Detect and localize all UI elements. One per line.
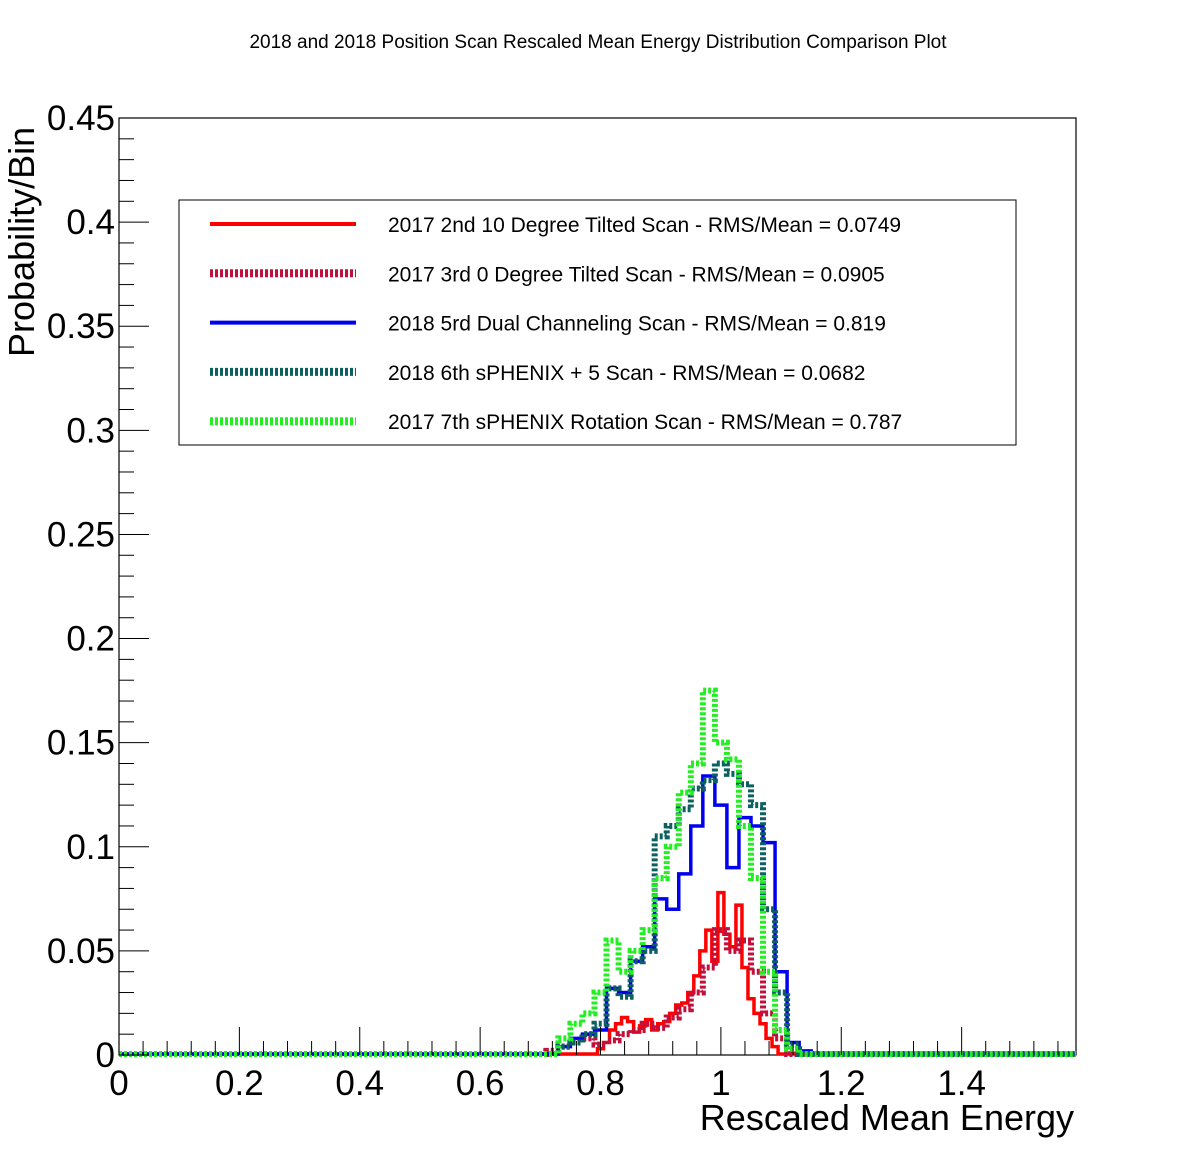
x-tick-label: 0.2 <box>215 1064 264 1103</box>
y-tick-label: 0.25 <box>47 515 115 554</box>
legend-label: 2017 7th sPHENIX Rotation Scan - RMS/Mea… <box>388 411 902 434</box>
x-axis-title: Rescaled Mean Energy <box>700 1097 1074 1138</box>
chart-title: 2018 and 2018 Position Scan Rescaled Mea… <box>249 32 947 53</box>
y-tick-label: 0 <box>96 1036 115 1075</box>
series-line-1 <box>119 890 1076 1056</box>
y-tick-label: 0.3 <box>66 411 115 450</box>
legend-label: 2017 3rd 0 Degree Tilted Scan - RMS/Mean… <box>388 263 885 286</box>
legend-label: 2017 2nd 10 Degree Tilted Scan - RMS/Mea… <box>388 214 901 237</box>
x-tick-label: 1 <box>711 1064 730 1103</box>
series-traces <box>119 687 1076 1057</box>
y-tick-label: 0.4 <box>66 203 115 242</box>
y-tick-label: 0.1 <box>66 828 115 867</box>
legend-label: 2018 6th sPHENIX + 5 Scan - RMS/Mean = 0… <box>388 362 865 385</box>
y-axis-title: Probability/Bin <box>1 127 42 357</box>
legend: 2017 2nd 10 Degree Tilted Scan - RMS/Mea… <box>178 199 1017 446</box>
y-tick-label: 0.15 <box>47 724 115 763</box>
legend-label: 2018 5rd Dual Channeling Scan - RMS/Mean… <box>388 313 886 336</box>
series-line-4 <box>119 760 1076 1057</box>
x-tick-label: 0.8 <box>576 1064 625 1103</box>
x-tick-label: 1.4 <box>937 1064 986 1103</box>
x-tick-label: 0.4 <box>335 1064 384 1103</box>
y-tick-label: 0.45 <box>47 99 115 138</box>
y-tick-label: 0.35 <box>47 307 115 346</box>
y-tick-label: 0.2 <box>66 620 115 659</box>
x-tick-label: 0.6 <box>456 1064 505 1103</box>
y-tick-label: 0.05 <box>47 932 115 971</box>
series-line-5 <box>119 687 1076 1057</box>
x-tick-label: 0 <box>109 1064 128 1103</box>
y-axis-ticks: 0 0.05 0.1 0.15 0.2 0.25 0.3 0.35 0.4 0.45 <box>47 99 149 1075</box>
plot-area: 0 0.05 0.1 0.15 0.2 0.25 0.3 0.35 0.4 0.45 0 0.2 0.… <box>47 99 1077 1103</box>
series-line-3 <box>119 774 1076 1056</box>
series-line-2 <box>119 927 1076 1057</box>
x-axis-ticks: 0 0.2 0.4 0.6 0.8 1 1.2 1.4 <box>109 1027 1059 1103</box>
x-tick-label: 1.2 <box>817 1064 866 1103</box>
